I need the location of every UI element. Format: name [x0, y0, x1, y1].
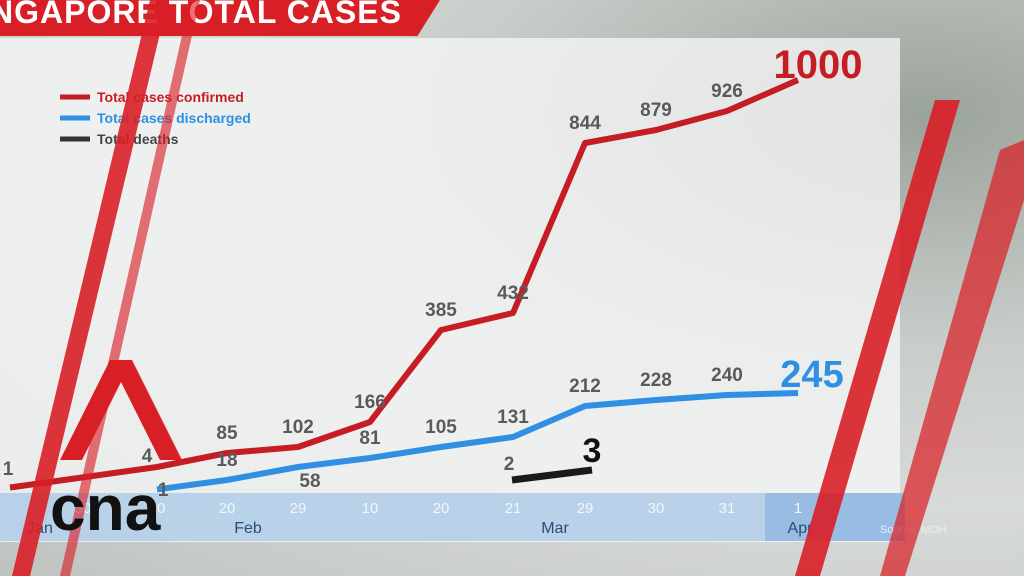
x-tick-label: 29	[290, 500, 307, 517]
x-tick-label: 10	[362, 500, 379, 517]
data-label: 1	[3, 459, 14, 480]
data-label: 85	[216, 423, 238, 444]
x-tick-label: 20	[219, 500, 236, 517]
data-label: 58	[299, 471, 320, 492]
x-month-label: Mar	[541, 520, 569, 537]
chart-panel	[0, 38, 900, 542]
data-label: 105	[425, 417, 457, 438]
x-tick-label: 10	[149, 500, 166, 517]
data-label: 245	[780, 354, 843, 396]
data-label: 844	[569, 113, 601, 134]
data-label: 102	[282, 417, 314, 438]
data-label: 131	[497, 407, 529, 428]
data-label: 18	[216, 450, 237, 471]
data-label: 4	[142, 446, 153, 467]
x-tick-label: 29	[577, 500, 594, 517]
x-tick-label: 30	[648, 500, 665, 517]
data-label: 879	[640, 100, 672, 121]
data-label: 212	[569, 376, 601, 397]
data-label: 2	[504, 454, 515, 475]
data-label: 432	[497, 283, 529, 304]
x-tick-label: 1	[794, 500, 802, 517]
x-month-label: Feb	[234, 520, 262, 537]
data-label: 228	[640, 370, 672, 391]
data-label: 1	[158, 480, 169, 501]
cna-logo-text: cna	[50, 472, 161, 540]
title-banner: NGAPORE TOTAL CASES	[0, 0, 440, 36]
x-tick-label: 31	[719, 500, 736, 517]
cna-logo: cna	[50, 360, 182, 540]
series-line-2	[511, 466, 593, 484]
x-axis-band	[0, 493, 765, 541]
x-tick-label: 20	[433, 500, 450, 517]
x-month-label: Apr	[788, 520, 814, 537]
data-label: 385	[425, 300, 457, 321]
data-label: 240	[711, 365, 743, 386]
data-label: 81	[359, 428, 381, 449]
chart-title: NGAPORE TOTAL CASES	[0, 0, 402, 30]
data-label: 926	[711, 81, 743, 102]
data-label: 1000	[774, 43, 863, 87]
legend: Total cases confirmed Total cases discha…	[60, 89, 251, 147]
series-line-0	[9, 77, 800, 491]
data-label: 3	[583, 432, 602, 470]
data-label: 166	[354, 392, 386, 413]
x-tick-label: 21	[505, 500, 522, 517]
series-line-1	[156, 390, 799, 493]
